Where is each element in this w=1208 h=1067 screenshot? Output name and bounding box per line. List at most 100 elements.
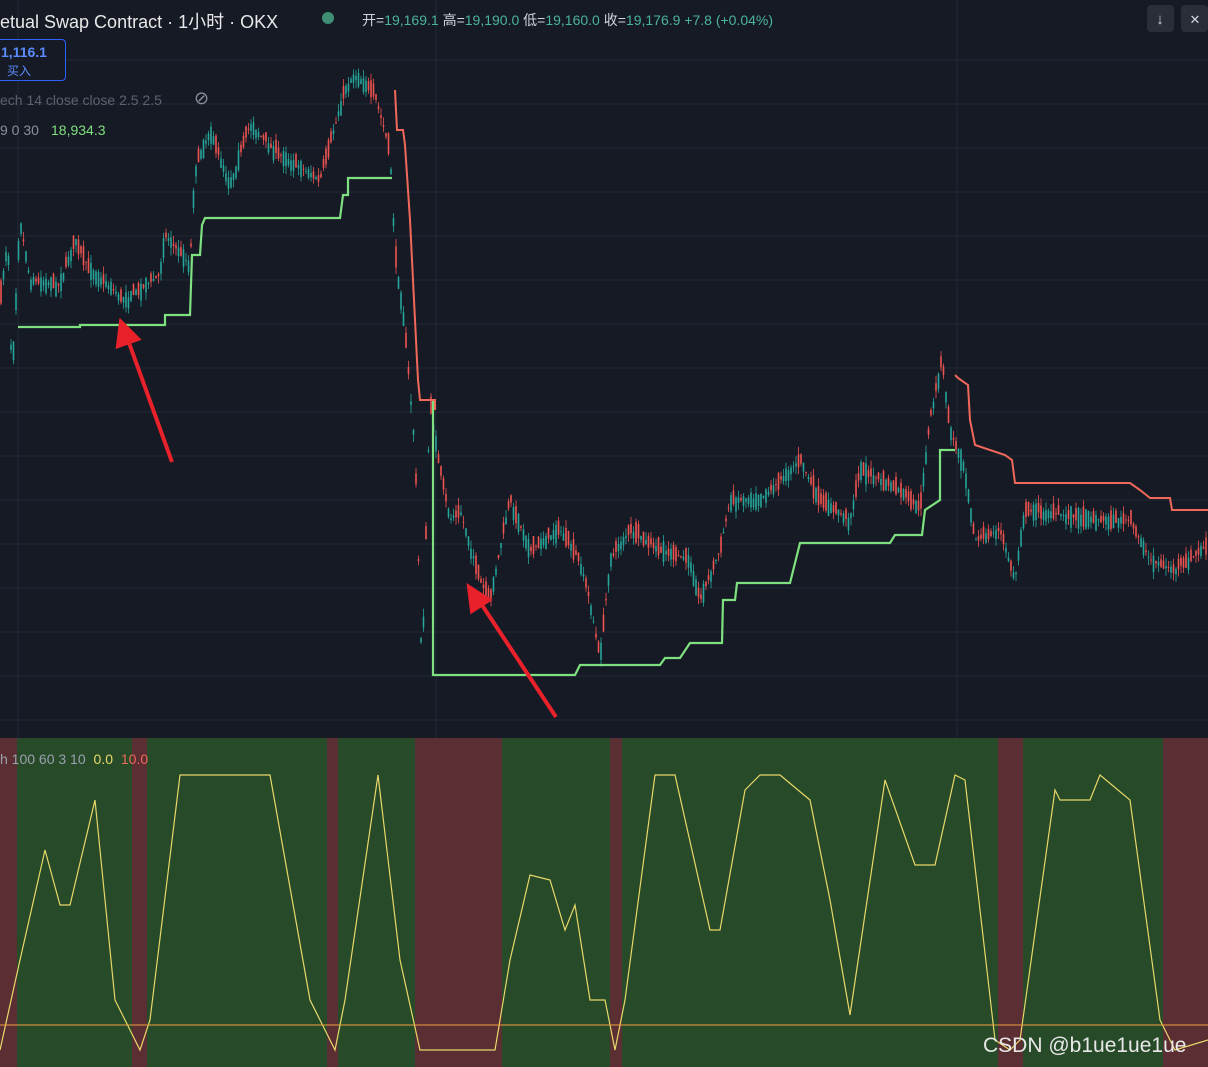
candle-body — [682, 556, 685, 560]
candle-body — [532, 536, 535, 555]
candle-body — [877, 472, 880, 480]
candle-body — [955, 441, 957, 450]
candle-body — [945, 391, 947, 403]
candle-body — [337, 111, 340, 117]
candle-body — [162, 238, 165, 259]
candle-body — [477, 564, 480, 579]
candle-body — [1157, 562, 1160, 566]
candle-body — [922, 472, 925, 487]
candle-body — [142, 284, 145, 288]
candle-body — [650, 538, 652, 545]
candle-body — [665, 550, 667, 555]
buy-price: 1,116.1 — [1, 44, 47, 60]
candle-body — [1160, 559, 1162, 568]
candle-body — [850, 513, 852, 519]
collapse-button[interactable] — [1181, 5, 1208, 32]
candle-body — [575, 550, 577, 555]
candle-body — [695, 579, 697, 596]
change: +7.8 (+0.04%) — [684, 12, 774, 28]
candle-body — [1145, 550, 1147, 553]
candle-body — [467, 536, 470, 546]
candle-body — [315, 177, 317, 180]
candle-body — [800, 454, 802, 464]
candle-body — [1175, 568, 1177, 575]
candle-body — [70, 249, 72, 262]
candle-body — [960, 449, 962, 471]
candle-body — [1092, 511, 1095, 523]
candle-body — [1122, 513, 1125, 524]
candle-body — [397, 277, 400, 289]
candle-body — [832, 505, 835, 512]
candle-body — [770, 484, 772, 491]
candle-body — [1110, 510, 1112, 530]
candle-body — [335, 122, 337, 124]
candle-body — [412, 429, 415, 435]
candle-body — [590, 605, 592, 616]
candle-body — [942, 366, 945, 375]
candle-body — [372, 83, 375, 97]
candle-body — [345, 85, 347, 94]
candle-body — [320, 173, 322, 178]
candle-body — [1120, 516, 1122, 524]
candle-body — [865, 463, 867, 485]
candle-body — [675, 547, 677, 562]
indicator-value: 18,934.3 — [51, 122, 106, 138]
candle-body — [965, 473, 967, 489]
candle-body — [2, 270, 5, 280]
candle-body — [207, 133, 210, 141]
candle-body — [125, 292, 127, 308]
candle-body — [637, 524, 640, 539]
candle-body — [340, 101, 342, 116]
candle-body — [857, 473, 860, 481]
candle-body — [215, 135, 217, 154]
candle-body — [672, 544, 675, 560]
candle-body — [655, 545, 657, 552]
candle-body — [615, 541, 617, 552]
indicator-legend: ech 14 close close 2.5 2.5 — [0, 92, 162, 108]
band — [132, 738, 147, 1067]
hide-icon[interactable]: ⊘ — [194, 88, 210, 108]
candle-body — [895, 476, 897, 495]
candle-body — [1025, 501, 1027, 517]
candle-body — [35, 278, 37, 282]
candle-body — [905, 488, 907, 498]
candle-body — [817, 486, 820, 505]
candle-body — [20, 223, 22, 235]
candle-body — [250, 124, 252, 131]
candle-body — [1065, 514, 1067, 524]
candle-body — [297, 165, 300, 169]
candle-body — [117, 294, 120, 301]
candle-body — [225, 173, 227, 182]
candle-body — [790, 467, 792, 475]
candle-body — [210, 126, 212, 144]
stop-line-green — [431, 400, 955, 677]
candle-body — [220, 158, 222, 168]
candle-body — [812, 475, 815, 499]
candle-body — [465, 528, 467, 536]
candle-body — [1165, 565, 1167, 569]
candle-body — [77, 239, 80, 255]
candle-body — [587, 592, 590, 596]
candle-body — [120, 289, 122, 302]
candle-body — [95, 271, 97, 285]
candle-body — [430, 396, 432, 414]
candle-body — [742, 496, 745, 506]
candle-body — [627, 525, 630, 535]
buy-button[interactable]: 1,116.1 买入 — [0, 39, 66, 81]
candle-body — [1015, 572, 1017, 575]
candle-body — [135, 289, 137, 295]
candle-body — [405, 332, 407, 348]
scroll-down-button[interactable] — [1147, 5, 1174, 32]
candle-body — [47, 282, 50, 286]
candle-body — [55, 281, 57, 297]
candle-body — [537, 536, 540, 549]
candle-body — [50, 277, 52, 291]
candle-body — [40, 277, 42, 292]
candle-body — [542, 537, 545, 546]
candle-body — [367, 81, 370, 91]
candle-body — [140, 283, 142, 301]
candle-body — [445, 493, 447, 502]
candle-body — [390, 169, 392, 174]
candle-body — [312, 171, 315, 179]
